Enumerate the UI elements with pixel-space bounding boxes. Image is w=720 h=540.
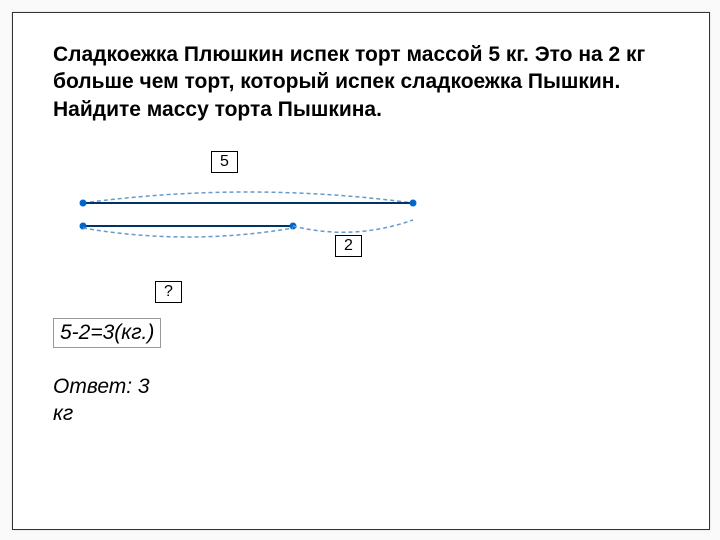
problem-text: Сладкоежка Плюшкин испек торт массой 5 к… [53,41,699,123]
answer-line2: кг [53,402,73,425]
label-unknown-box: ? [155,281,182,303]
label-total-box: 5 [211,151,238,173]
solution-text: 5-2=3(кг.) [53,318,161,348]
answer-text: Ответ: 3 кг [53,373,150,428]
page-container: Сладкоежка Плюшкин испек торт массой 5 к… [12,12,710,530]
answer-line1: Ответ: 3 [53,375,150,398]
label-difference-box: 2 [335,235,362,257]
segment-diagram [63,178,463,248]
